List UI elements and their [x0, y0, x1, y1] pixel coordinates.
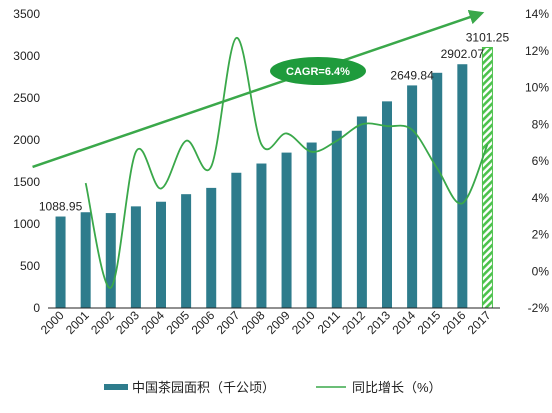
trend-arrow: [32, 9, 485, 169]
x-tick-label: 2001: [63, 308, 92, 337]
bar: [356, 116, 367, 308]
x-tick-label: 2003: [113, 308, 142, 337]
left-tick-label: 2500: [13, 91, 40, 105]
legend-bar-swatch: [104, 384, 128, 390]
data-labels: 1088.95 2649.84 2902.07 3101.25: [39, 30, 510, 213]
cagr-badge: CAGR=6.4%: [270, 57, 366, 85]
right-tick-label: 2%: [532, 228, 550, 242]
trend-arrow-line: [32, 9, 485, 169]
bar: [130, 206, 141, 308]
bar: [407, 85, 418, 308]
x-tick-label: 2012: [339, 308, 368, 337]
right-tick-label: 0%: [532, 264, 550, 278]
bar: [206, 187, 217, 308]
right-tick-label: 10%: [525, 81, 549, 95]
right-tick-label: 8%: [532, 117, 550, 131]
growth-line-path: [84, 36, 489, 289]
left-tick-label: 2000: [13, 133, 40, 147]
x-axis: 2000200120022003200420052006200720082009…: [38, 307, 500, 337]
x-tick-label: 2006: [189, 308, 218, 337]
bar: [457, 64, 468, 308]
left-axis: 0 500 1000 1500 2000 2500 3000 3500: [13, 7, 40, 315]
bar-value-label: 2649.84: [390, 68, 434, 82]
left-tick-label: 1000: [13, 217, 40, 231]
bar: [432, 72, 443, 308]
left-tick-label: 1500: [13, 175, 40, 189]
right-tick-label: 4%: [532, 191, 550, 205]
x-tick-label: 2000: [38, 308, 67, 337]
bar: [306, 142, 317, 308]
x-tick-label: 2010: [289, 308, 318, 337]
x-tick-label: 2013: [364, 308, 393, 337]
bar: [55, 216, 66, 308]
x-tick-label: 2016: [440, 308, 469, 337]
x-tick-label: 2007: [214, 308, 243, 337]
x-tick-label: 2017: [465, 308, 494, 337]
left-tick-label: 3000: [13, 49, 40, 63]
bar-value-label: 3101.25: [466, 30, 510, 44]
x-tick-label: 2009: [264, 308, 293, 337]
bar-value-label: 1088.95: [39, 200, 83, 214]
bar-series: [55, 46, 493, 309]
bar: [382, 101, 392, 308]
x-tick-label: 2015: [415, 308, 444, 337]
left-tick-label: 3500: [13, 7, 40, 21]
left-tick-label: 0: [33, 301, 40, 315]
right-tick-label: 12%: [525, 44, 549, 58]
right-axis: -2% 0% 2% 4% 6% 8% 10% 12% 14%: [525, 7, 549, 315]
cagr-annotation: CAGR=6.4%: [286, 66, 350, 78]
bar: [256, 163, 267, 308]
x-tick-label: 2004: [138, 308, 167, 337]
right-tick-label: 14%: [525, 7, 549, 21]
left-tick-label: 500: [20, 259, 40, 273]
x-tick-label: 2014: [389, 308, 418, 337]
x-tick-label: 2008: [239, 308, 268, 337]
bar: [156, 201, 166, 308]
bar: [281, 152, 292, 308]
bar: [481, 46, 493, 309]
bar: [181, 194, 192, 308]
cagr-badge-shape: [270, 57, 366, 85]
x-tick-label: 2002: [88, 308, 117, 337]
legend-bar-label: 中国茶园面积（千公顷）: [132, 380, 275, 395]
legend-line-label: 同比增长（%）: [352, 380, 442, 395]
growth-line-series: [84, 36, 489, 289]
x-tick-label: 2005: [163, 308, 192, 337]
right-tick-label: -2%: [528, 301, 550, 315]
bar: [331, 130, 342, 308]
bar: [105, 213, 116, 308]
right-tick-label: 6%: [532, 154, 550, 168]
bar-value-label: 2902.07: [441, 47, 485, 61]
x-tick-label: 2011: [315, 308, 343, 336]
bar: [80, 212, 91, 308]
bar: [231, 172, 242, 308]
legend: 中国茶园面积（千公顷） 同比增长（%）: [104, 380, 442, 395]
